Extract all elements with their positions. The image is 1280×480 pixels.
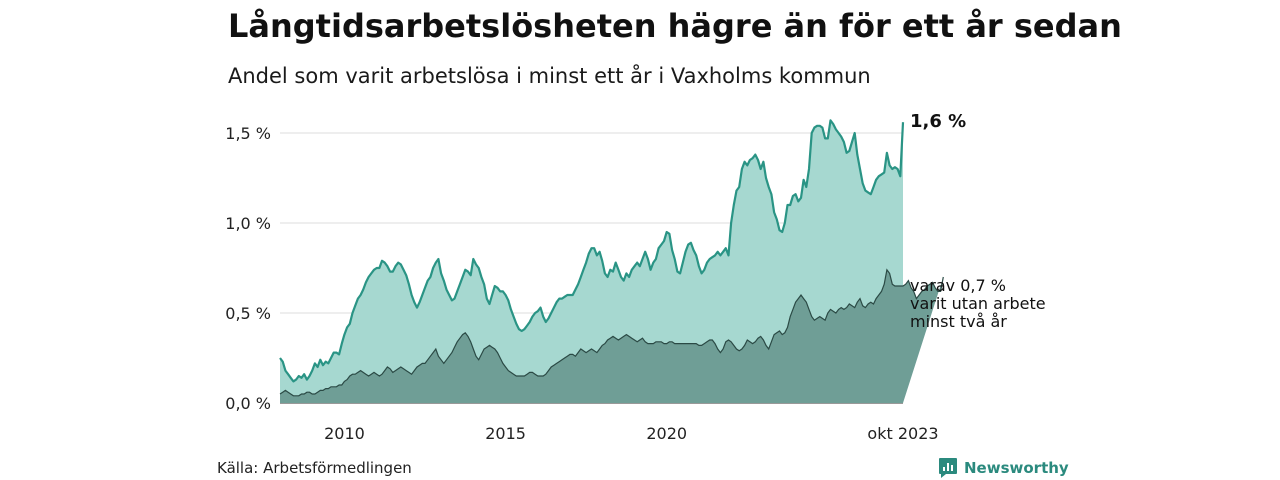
brand-logo: Newsworthy [938, 456, 1069, 480]
chart-subtitle: Andel som varit arbetslösa i minst ett å… [228, 64, 871, 88]
x-axis-tick-labels: 2010 2015 2020 okt 2023 [324, 424, 938, 443]
series-2-end-label: minst två år [910, 312, 1007, 331]
series-line-one-year [279, 119, 905, 383]
series-1-end-label: 1,6 % [910, 111, 966, 132]
y-tick-label: 1,0 % [225, 214, 271, 233]
chart-title: Långtidsarbetslösheten hägre än för ett … [228, 7, 1122, 45]
x-tick-label: 2020 [646, 424, 687, 443]
x-tick-label: 2015 [485, 424, 526, 443]
y-tick-label: 0,5 % [225, 304, 271, 323]
x-tick-label: okt 2023 [867, 424, 938, 443]
brand-name: Newsworthy [964, 459, 1069, 477]
x-tick-label: 2010 [324, 424, 365, 443]
series-2-end-label: varav 0,7 % [910, 276, 1006, 295]
y-tick-label: 1,5 % [225, 124, 271, 143]
source-note: Källa: Arbetsförmedlingen [217, 459, 412, 477]
area-chart: 0,0 % 0,5 % 1,0 % 1,5 % 2010 2015 2020 okt 202… [225, 111, 1046, 443]
bar-chart-speech-bubble-icon [939, 458, 957, 478]
series-area-one-year [280, 120, 903, 404]
series-area-two-years [280, 269, 944, 403]
y-axis-tick-labels: 0,0 % 0,5 % 1,0 % 1,5 % [225, 124, 271, 413]
y-tick-label: 0,0 % [225, 394, 271, 413]
series-2-end-label: varit utan arbete [910, 294, 1046, 313]
series-line-two-years [279, 268, 944, 397]
plot-area [279, 119, 944, 404]
